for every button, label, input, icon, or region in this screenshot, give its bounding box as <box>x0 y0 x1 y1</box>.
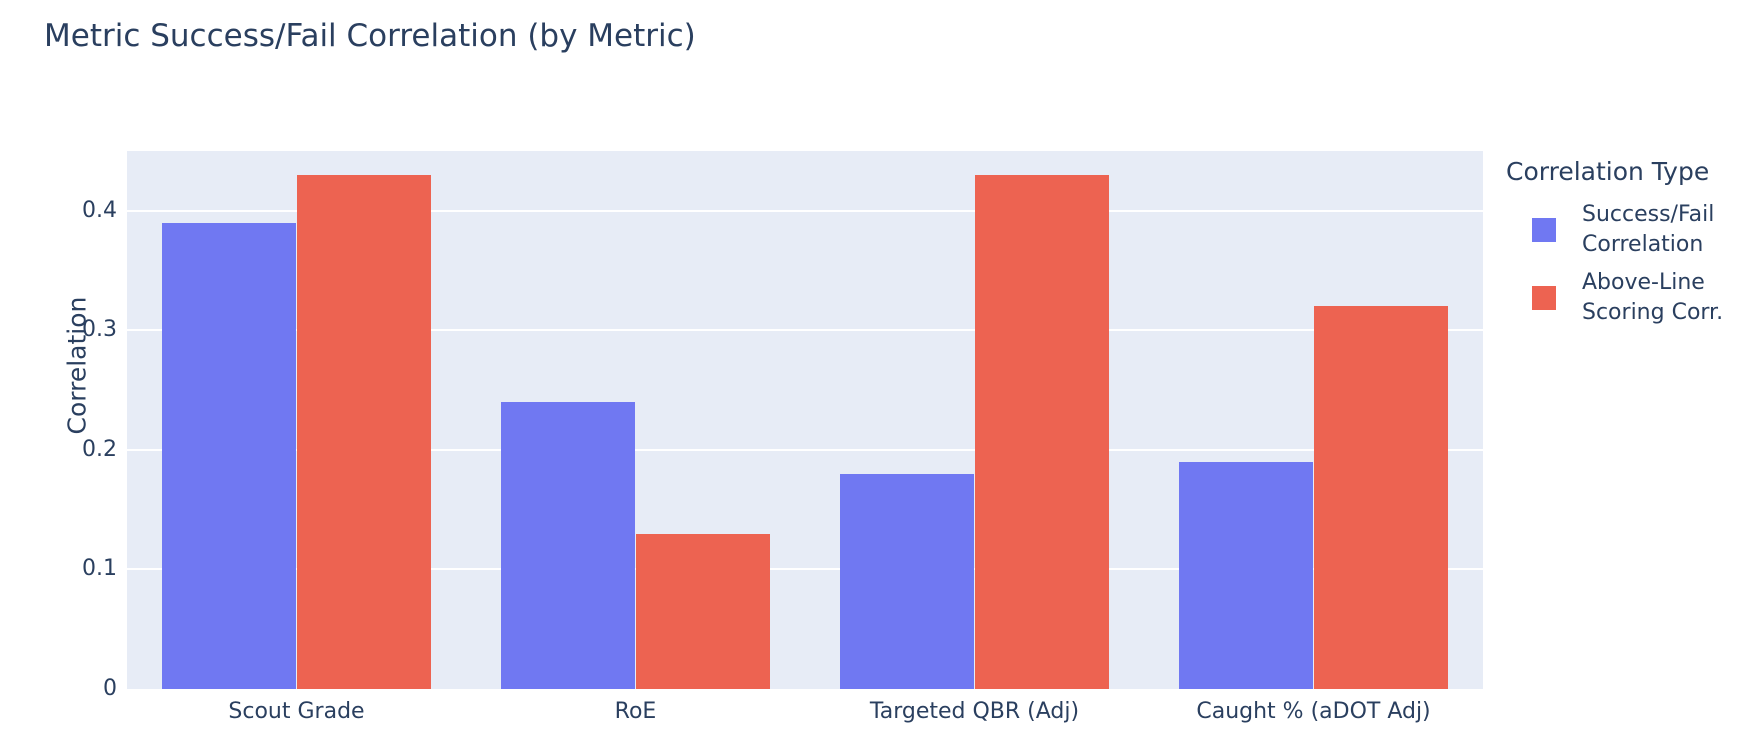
legend-swatch-icon <box>1532 286 1556 310</box>
gridline <box>127 329 1483 332</box>
legend-label: Above-Line Scoring Corr. <box>1582 270 1724 325</box>
gridline <box>127 209 1483 212</box>
chart-title: Metric Success/Fail Correlation (by Metr… <box>44 18 696 54</box>
y-tick-label: 0.1 <box>82 556 117 582</box>
bar[interactable] <box>975 174 1110 689</box>
legend: Correlation Type Success/Fail Correlation… <box>1506 157 1758 336</box>
bar[interactable] <box>839 473 974 689</box>
x-tick-label: RoE <box>614 699 657 724</box>
bar[interactable] <box>500 402 635 689</box>
legend-item[interactable]: Success/Fail Correlation <box>1532 200 1758 260</box>
gridline <box>127 568 1483 571</box>
legend-title: Correlation Type <box>1506 157 1710 186</box>
legend-items: Success/Fail Correlation Above-Line Scoring… <box>1506 200 1758 328</box>
bar[interactable] <box>161 222 296 689</box>
bar[interactable] <box>636 533 771 689</box>
y-tick-label: 0.2 <box>82 436 117 462</box>
x-tick-label: Targeted QBR (Adj) <box>869 699 1080 724</box>
bar[interactable] <box>297 174 432 689</box>
legend-swatch-icon <box>1532 218 1556 242</box>
y-tick-label: 0.3 <box>82 317 117 343</box>
bar[interactable] <box>1314 306 1449 689</box>
x-tick-label: Scout Grade <box>228 699 365 724</box>
legend-label: Success/Fail Correlation <box>1582 202 1715 257</box>
bar[interactable] <box>1178 461 1313 689</box>
plot-area <box>127 151 1483 689</box>
gridline <box>127 448 1483 451</box>
x-tick-label: Caught % (aDOT Adj) <box>1196 699 1431 724</box>
legend-item[interactable]: Above-Line Scoring Corr. <box>1532 268 1758 328</box>
y-tick-label: 0 <box>103 676 117 701</box>
y-tick-label: 0.4 <box>82 197 117 223</box>
